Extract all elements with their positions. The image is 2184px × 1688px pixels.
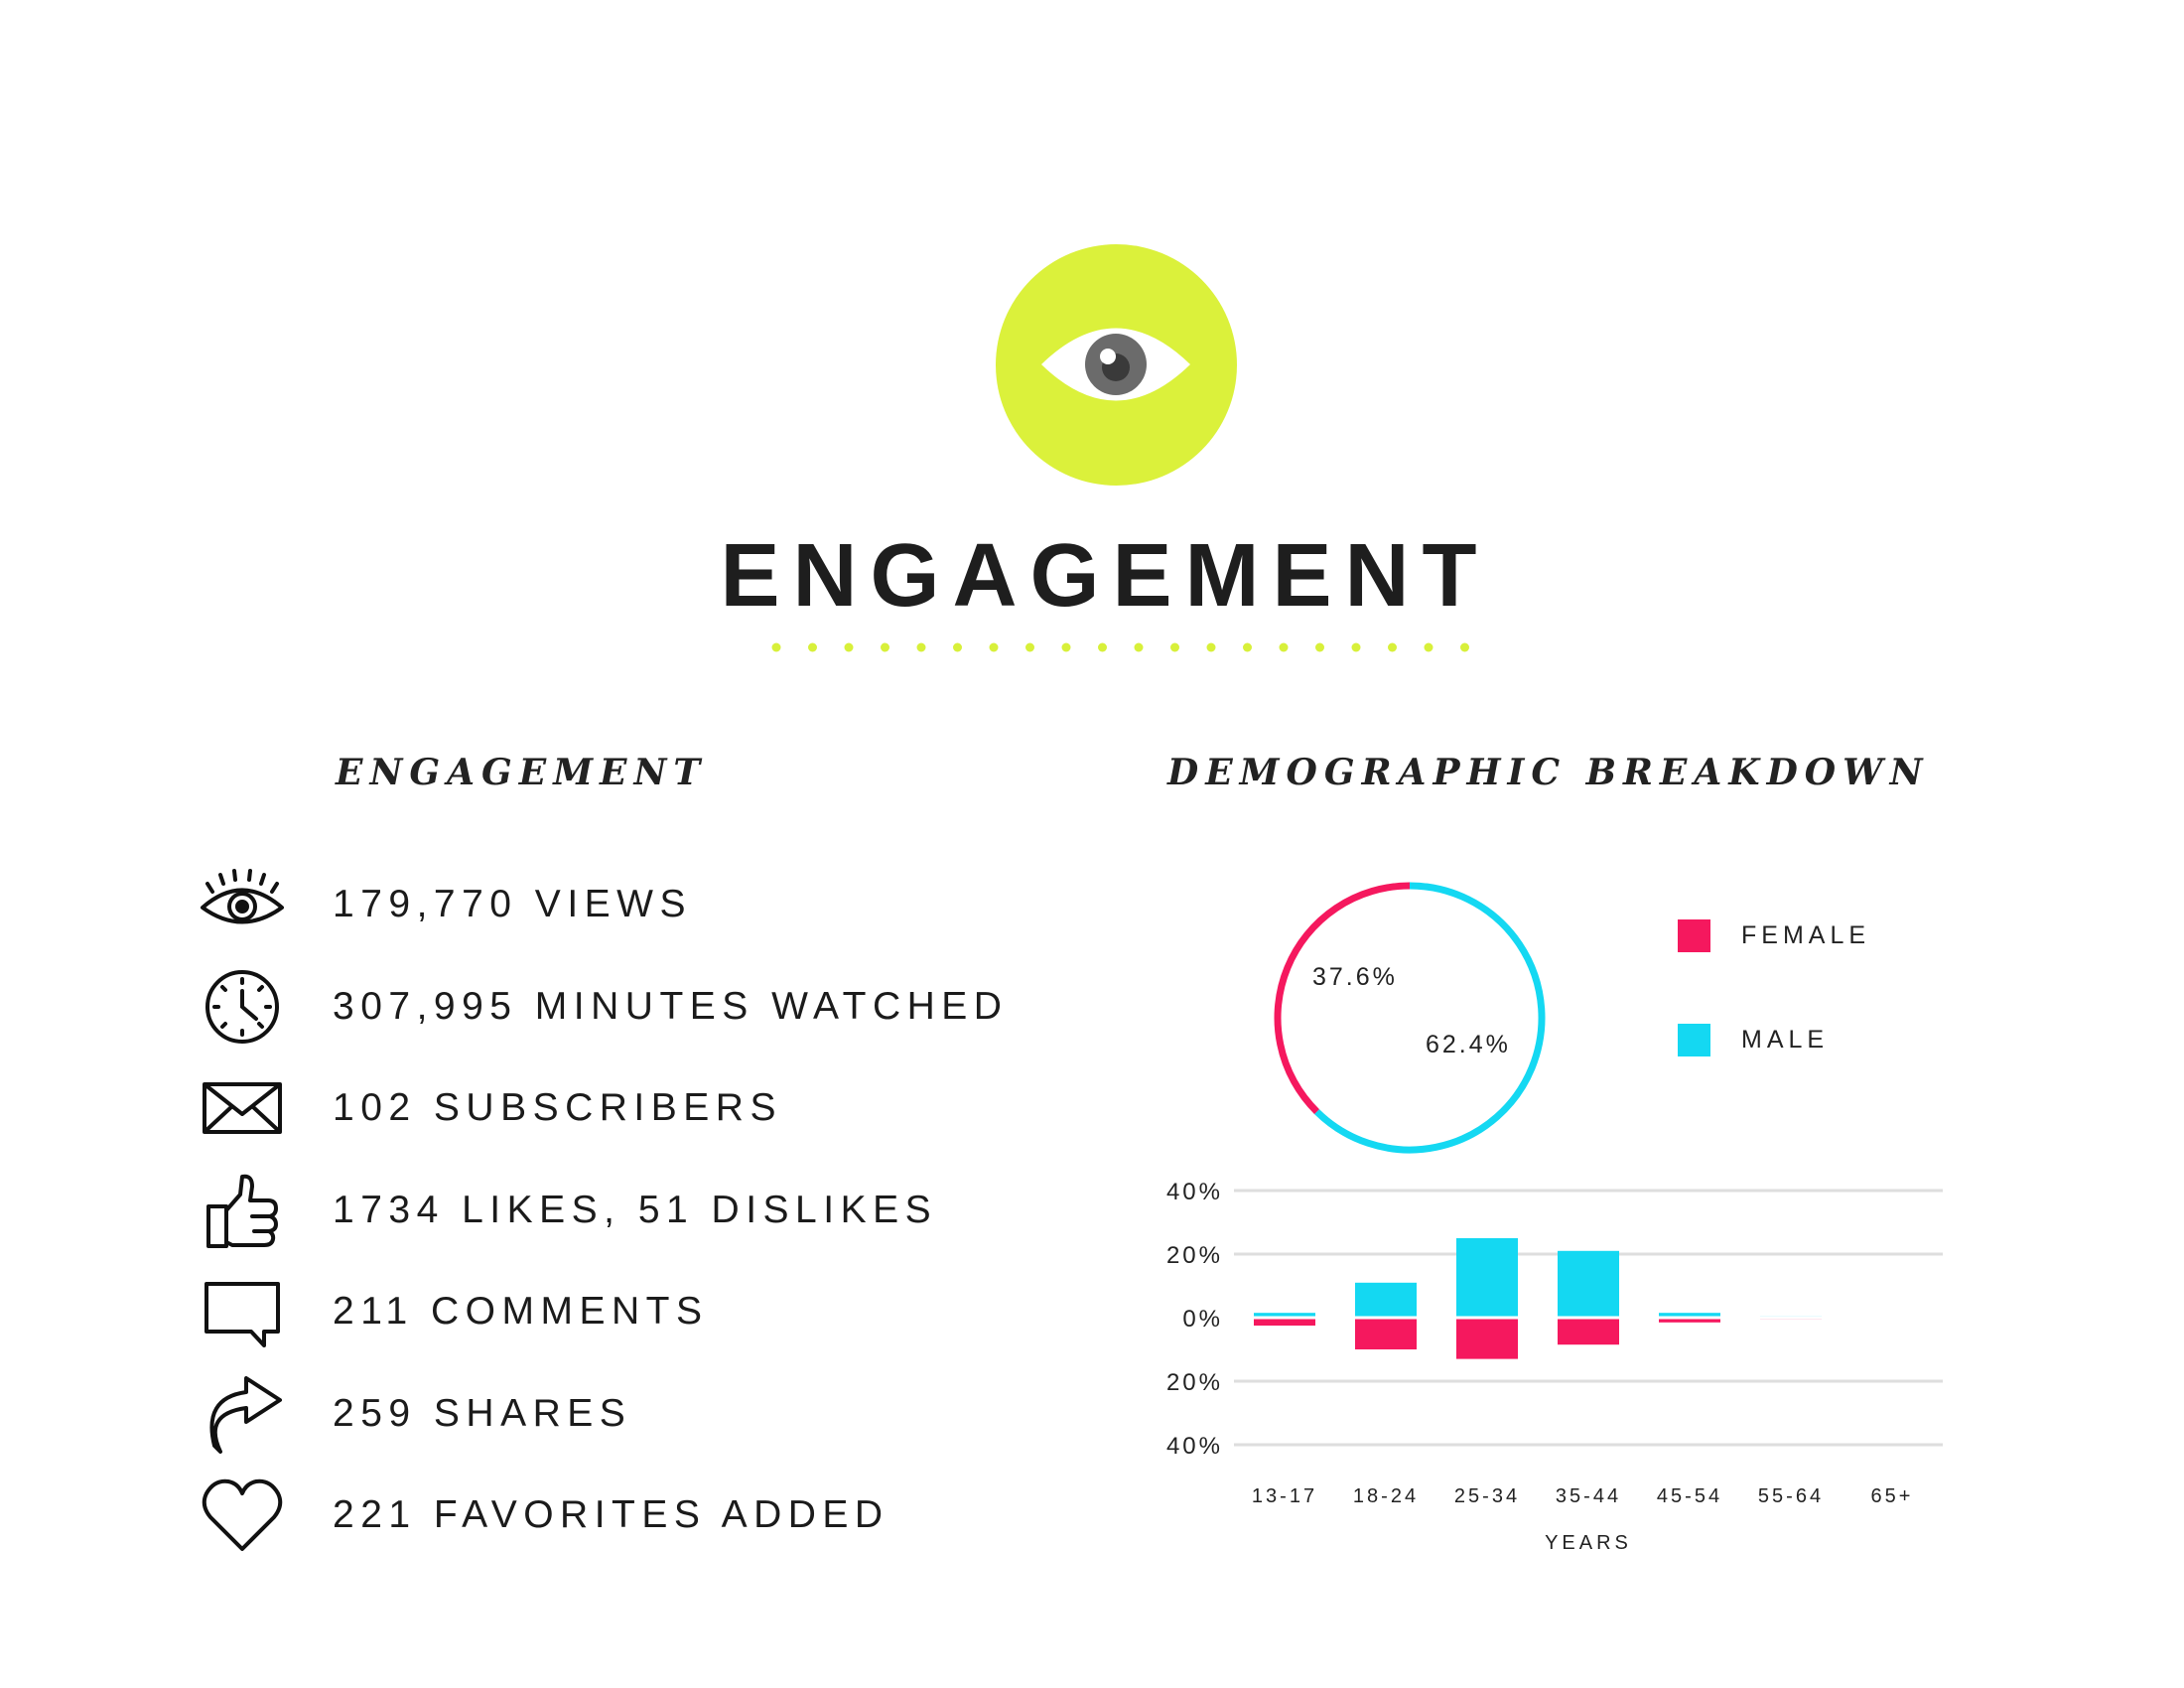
x-tick-label: 55-64	[1758, 1485, 1824, 1507]
comment-icon	[197, 1266, 288, 1357]
bar-male	[1355, 1282, 1417, 1318]
y-tick-label: 40%	[1166, 1182, 1223, 1205]
stat-views-label: 179,770 VIEWS	[333, 883, 692, 926]
heart-icon	[197, 1470, 288, 1561]
y-tick-label: 20%	[1166, 1369, 1223, 1396]
x-tick-label: 45-54	[1657, 1485, 1722, 1507]
stat-minutes-label: 307,995 MINUTES WATCHED	[333, 984, 1009, 1028]
bar-male	[1254, 1313, 1315, 1318]
legend-item-female: FEMALE	[1678, 918, 1870, 952]
bar-female	[1254, 1318, 1315, 1326]
title-dot	[1351, 642, 1361, 652]
stat-subscribers-label: 102 SUBSCRIBERS	[333, 1086, 782, 1130]
stat-subscribers: 102 SUBSCRIBERS	[197, 1057, 1008, 1160]
legend-item-male: MALE	[1678, 1023, 1870, 1056]
stat-likes: 1734 LIKES, 51 DISLIKES	[197, 1160, 1008, 1262]
title-dot	[1061, 642, 1071, 652]
title-dot	[844, 642, 854, 652]
title-dot	[953, 642, 962, 652]
gender-donut-chart	[1274, 882, 1546, 1154]
demographic-heading: DEMOGRAPHIC BREAKDOWN	[1167, 752, 1930, 793]
thumbs-up-icon	[197, 1165, 288, 1256]
title-dotted-underline	[771, 642, 1469, 652]
badge-eye-glint	[1100, 349, 1116, 364]
envelope-icon	[197, 1062, 288, 1154]
title-dot	[1098, 642, 1107, 652]
stat-minutes: 307,995 MINUTES WATCHED	[197, 956, 1008, 1058]
title-dot	[1424, 642, 1433, 652]
female-swatch	[1678, 918, 1710, 952]
stat-likes-label: 1734 LIKES, 51 DISLIKES	[333, 1188, 938, 1231]
eye-icon	[197, 859, 288, 950]
title-dot	[1279, 642, 1289, 652]
page-title: ENGAGEMENT	[720, 526, 1490, 626]
bar-male	[1558, 1250, 1619, 1318]
stat-shares: 259 SHARES	[197, 1363, 1008, 1466]
title-dot	[1315, 642, 1324, 652]
gender-legend: FEMALE MALE	[1678, 918, 1870, 1127]
male-swatch	[1678, 1023, 1710, 1056]
x-tick-label: 25-34	[1454, 1485, 1520, 1507]
y-tick-label: 20%	[1166, 1242, 1223, 1269]
title-dot	[916, 642, 926, 652]
title-dot	[1206, 642, 1216, 652]
title-dot	[1243, 642, 1252, 652]
title-dot	[771, 642, 781, 652]
share-arrow-icon	[197, 1368, 288, 1460]
title-dot	[881, 642, 889, 652]
title-dot	[1025, 642, 1034, 652]
legend-male-label: MALE	[1741, 1025, 1830, 1054]
y-tick-label: 40%	[1166, 1433, 1223, 1460]
title-dot	[1460, 642, 1469, 652]
stat-favorites-label: 221 FAVORITES ADDED	[333, 1493, 889, 1537]
donut-slice-male	[1314, 882, 1546, 1154]
y-tick-label: 0%	[1182, 1306, 1223, 1333]
title-dot	[1134, 642, 1144, 652]
bar-male	[1456, 1238, 1518, 1318]
legend-female-label: FEMALE	[1741, 920, 1871, 949]
engagement-heading: ENGAGEMENT	[336, 752, 708, 793]
bar-male	[1659, 1313, 1720, 1318]
title-dot	[1170, 642, 1179, 652]
male-percentage-label: 62.4%	[1426, 1031, 1511, 1058]
eye-badge-icon	[996, 244, 1237, 486]
x-tick-label: 35-44	[1556, 1485, 1621, 1507]
stat-favorites: 221 FAVORITES ADDED	[197, 1465, 1008, 1567]
stat-shares-label: 259 SHARES	[333, 1391, 632, 1435]
stat-views: 179,770 VIEWS	[197, 854, 1008, 956]
title-dot	[1388, 642, 1397, 652]
bar-female	[1558, 1318, 1619, 1345]
x-axis-label: YEARS	[1545, 1532, 1632, 1554]
title-dot	[989, 642, 999, 652]
bar-female	[1355, 1318, 1417, 1349]
clock-icon	[197, 961, 288, 1053]
x-tick-label: 13-17	[1252, 1485, 1317, 1507]
bar-female	[1659, 1318, 1720, 1323]
age-bar-chart: 40% 20% 0% 20% 40% 13-17 18-24 25-34 35-44 45-54 5…	[1166, 1182, 1943, 1554]
x-tick-label: 65+	[1871, 1485, 1914, 1507]
bar-female	[1456, 1318, 1518, 1359]
x-tick-label: 18-24	[1353, 1485, 1419, 1507]
female-percentage-label: 37.6%	[1312, 963, 1398, 991]
stat-comments-label: 211 COMMENTS	[333, 1290, 709, 1334]
title-dot	[808, 642, 817, 652]
stat-comments: 211 COMMENTS	[197, 1261, 1008, 1363]
engagement-stats-list: 179,770 VIEWS 307,995 MINUTES WATCHED 10…	[197, 854, 1008, 1567]
donut-slice-female	[1274, 882, 1411, 1115]
